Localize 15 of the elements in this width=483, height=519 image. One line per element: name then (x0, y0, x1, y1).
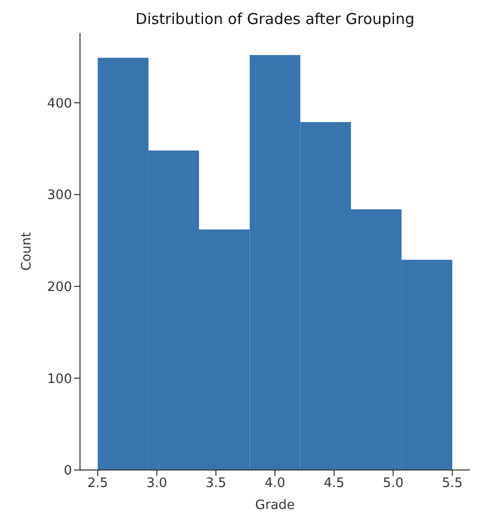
x-tick-label: 3.5 (206, 476, 226, 492)
chart-title: Distribution of Grades after Grouping (134, 10, 416, 28)
x-axis-title: Grade (255, 498, 295, 513)
y-axis-title: Count (20, 232, 35, 271)
x-tick-label: 3.0 (146, 476, 168, 492)
x-tick-label: 5.5 (442, 476, 463, 492)
y-tick-label: 200 (47, 280, 72, 295)
x-tick-label: 4.0 (264, 476, 286, 492)
x-tick-label: 5.0 (382, 476, 404, 492)
x-tick-label: 4.5 (324, 476, 344, 492)
y-tick-label: 0 (64, 464, 72, 479)
x-tick-label: 2.5 (87, 476, 108, 492)
y-tick-label: 400 (47, 96, 72, 112)
y-tick-label: 100 (47, 372, 72, 387)
y-tick-label: 300 (47, 188, 72, 204)
